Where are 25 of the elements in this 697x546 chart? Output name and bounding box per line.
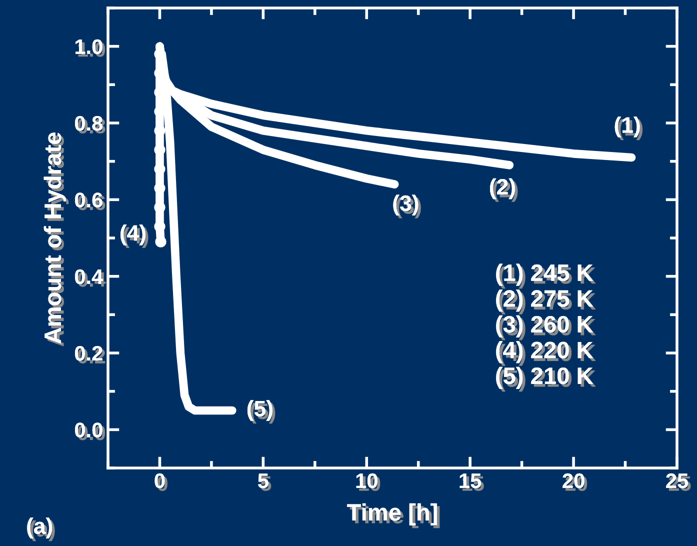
y-tick-label: 1.0	[75, 39, 106, 57]
x-tick-label: 15	[460, 474, 484, 491]
x-tick-label: 25	[666, 473, 691, 491]
annotation: (1)	[614, 116, 643, 140]
y-tick-label: 0.6	[75, 192, 106, 210]
annotation: (1) 245 K	[496, 264, 596, 289]
annotation: (2)	[490, 178, 518, 202]
annotation: (4) 220 K	[496, 341, 596, 366]
annotation: (2) 275 K	[496, 290, 596, 314]
x-tick-label: 10	[356, 473, 380, 491]
annotation: (4)	[120, 224, 148, 248]
y-tick-label: 0.0	[75, 422, 106, 440]
y-axis-title: Amount of Hydrate	[44, 132, 69, 346]
y-tick-label: 0.4	[75, 269, 106, 287]
text: (a)	[27, 518, 55, 542]
x-tick-label: 20	[562, 473, 588, 491]
x-tick-label: 0	[154, 473, 168, 491]
annotation: (5)	[247, 400, 276, 424]
x-axis-title: Time [h]	[347, 503, 440, 528]
annotation: (5) 210 K	[496, 366, 596, 392]
x-tick-label: 5	[258, 474, 272, 491]
annotation: (3)	[393, 194, 421, 218]
annotation: (3) 260 K	[496, 315, 596, 340]
y-tick-label: 0.2	[75, 346, 106, 364]
y-tick-label: 0.8	[75, 116, 106, 134]
